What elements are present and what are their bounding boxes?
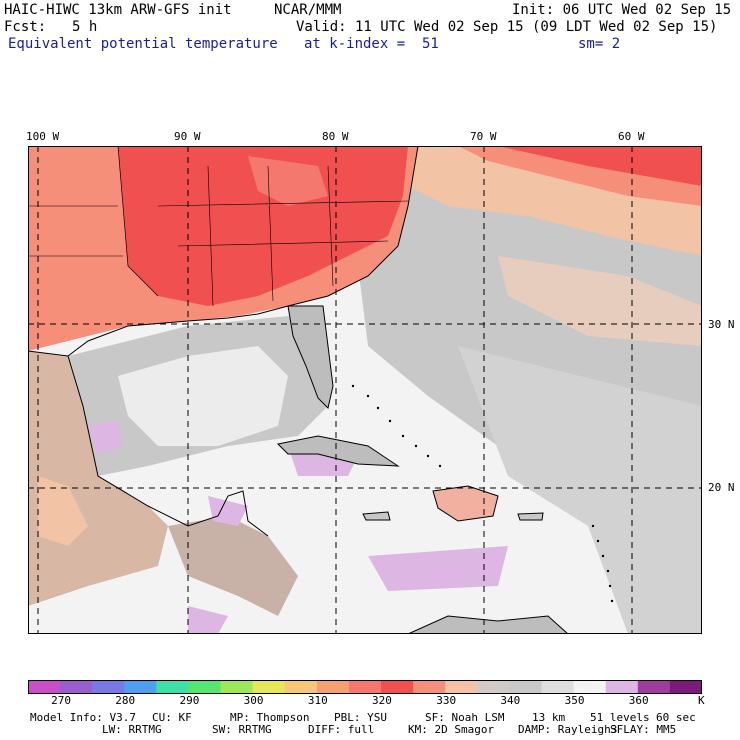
lat-label-30n: 30 N	[708, 318, 735, 331]
colorbar-tick-label: 330	[436, 694, 457, 707]
north-atlantic-red	[498, 146, 702, 186]
forecast-hours: 5 h	[72, 19, 98, 35]
footer-line2-item: SFLAY: MM5	[610, 723, 677, 736]
lon-label-80w: 80 W	[322, 130, 349, 143]
colorbar-swatch	[220, 680, 254, 694]
model-title: HAIC-HIWC 13km ARW-GFS init	[4, 2, 232, 18]
init-time: Init: 06 UTC Wed 02 Sep 15	[512, 2, 732, 18]
colorbar	[28, 680, 702, 694]
east-grey-region	[458, 346, 702, 634]
footer-line2-item: SW: RRTMG	[212, 723, 272, 736]
footer-line2-item: DAMP: Rayleigh3	[518, 723, 618, 736]
footer-line1-item: CU: KF	[152, 711, 192, 724]
south-america-coast	[407, 615, 569, 634]
colorbar-swatch	[28, 680, 61, 694]
colorbar-tick-label: 300	[243, 694, 264, 707]
colorbar-tick-label: 360	[628, 694, 649, 707]
us-coastline	[28, 146, 419, 357]
colorbar-swatch	[669, 680, 702, 694]
mexico-tan	[38, 476, 88, 546]
colorbar-swatch	[509, 680, 543, 694]
lavender-patch-1	[88, 421, 123, 456]
colorbar-unit: K	[698, 694, 705, 707]
colorbar-swatch	[188, 680, 222, 694]
footer-line2-item: DIFF: full	[308, 723, 375, 736]
lavender-patch-3	[368, 546, 508, 591]
graticule	[28, 146, 702, 634]
colorbar-tick-label: 320	[372, 694, 392, 707]
footer-line1-item: PBL: YSU	[334, 711, 387, 724]
colorbar-swatch	[156, 680, 189, 694]
state-border-1	[117, 146, 159, 297]
central-america-land	[168, 516, 298, 616]
footer-line1-item: 13 km	[532, 711, 566, 724]
mexico-coastline	[67, 355, 269, 537]
colorbar-swatch	[445, 680, 478, 694]
lon-label-90w: 90 W	[174, 130, 201, 143]
state-borders	[157, 165, 409, 307]
bahamas-islands	[351, 384, 442, 468]
footer-line1-item: 60 sec	[656, 711, 696, 724]
colorbar-swatch	[316, 680, 350, 694]
colorbar-tick-label: 280	[115, 694, 136, 707]
lon-label-60w: 60 W	[618, 130, 645, 143]
colorbar-swatch	[92, 680, 125, 694]
florida	[287, 305, 334, 409]
colorbar-swatch	[477, 680, 510, 694]
colorbar-swatch	[124, 680, 157, 694]
footer-line1-item: Model Info: V3.7	[30, 711, 136, 724]
colorbar-swatch	[605, 680, 639, 694]
colorbar-swatch	[348, 680, 382, 694]
colorbar-swatch	[573, 680, 607, 694]
map-frame	[28, 146, 702, 634]
gulf-light	[118, 346, 288, 446]
us-land-red	[118, 146, 408, 306]
lesser-antilles	[591, 524, 614, 603]
jamaica	[362, 511, 391, 521]
footer-line2-item: KM: 2D Smagor	[408, 723, 495, 736]
colorbar-frame	[28, 680, 702, 694]
lon-label-70w: 70 W	[470, 130, 497, 143]
colorbar-swatch	[252, 680, 286, 694]
hispaniola	[432, 485, 499, 522]
colorbar-tick-label: 340	[500, 694, 521, 707]
lavender-patch-4	[208, 496, 248, 526]
lon-label-100w: 100 W	[26, 130, 60, 143]
colorbar-tick-label: 270	[51, 694, 71, 707]
state-borders-west	[28, 205, 123, 257]
cuba	[276, 435, 400, 467]
footer-line1-item: 51 levels	[590, 711, 650, 724]
colorbar-swatch	[60, 680, 93, 694]
colorbar-swatch	[541, 680, 575, 694]
colorbar-swatch	[637, 680, 671, 694]
colorbar-tick-label: 350	[564, 694, 585, 707]
colorbar-tick-label: 290	[179, 694, 200, 707]
valid-time: Valid: 11 UTC Wed 02 Sep 15 (09 LDT Wed …	[296, 19, 718, 35]
footer-line1-item: SF: Noah LSM	[425, 711, 505, 724]
lavender-patch-5	[188, 606, 228, 634]
smoothing-info: sm= 2	[578, 36, 621, 52]
institution: NCAR/MMM	[274, 2, 342, 18]
footer-line2-item: LW: RRTMG	[102, 723, 162, 736]
equivalent-potential-temperature-map	[28, 146, 702, 634]
footer-line1-item: MP: Thompson	[230, 711, 310, 724]
level-info: at k-index = 51	[304, 36, 439, 52]
mid-atlantic-tan	[498, 256, 702, 346]
colorbar-swatch	[413, 680, 446, 694]
lat-label-20n: 20 N	[708, 481, 735, 494]
colorbar-swatch	[284, 680, 318, 694]
field-name: Equivalent potential temperature	[8, 36, 278, 52]
colorbar-swatch	[381, 680, 414, 694]
colorbar-tick-label: 310	[307, 694, 328, 707]
forecast-label: Fcst:	[4, 19, 47, 35]
puerto-rico	[517, 512, 544, 521]
